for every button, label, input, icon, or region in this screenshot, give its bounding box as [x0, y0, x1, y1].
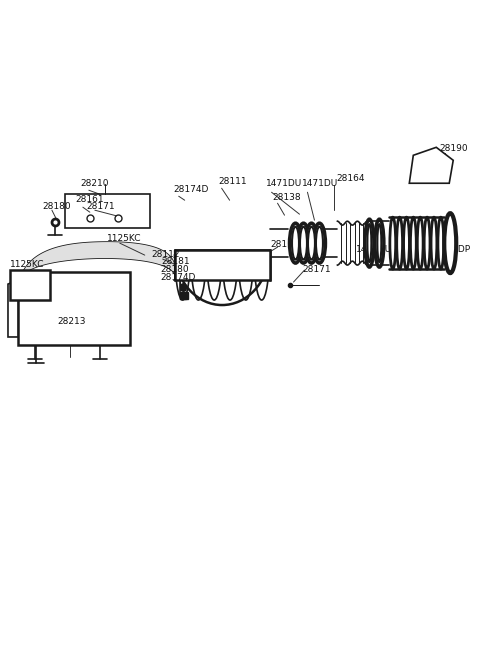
Text: 28174D: 28174D — [174, 185, 209, 194]
Text: 28213: 28213 — [57, 317, 85, 325]
Text: 28190: 28190 — [439, 144, 468, 153]
Text: 28138: 28138 — [273, 193, 301, 202]
Text: 1471DU: 1471DU — [356, 244, 393, 254]
Text: 28181: 28181 — [162, 257, 191, 265]
Ellipse shape — [367, 224, 372, 262]
Ellipse shape — [300, 227, 307, 260]
Ellipse shape — [298, 223, 310, 263]
Ellipse shape — [375, 219, 384, 267]
Ellipse shape — [377, 224, 381, 262]
Polygon shape — [8, 280, 18, 337]
Text: 28113: 28113 — [271, 240, 299, 248]
Ellipse shape — [308, 227, 315, 260]
Bar — [65, 194, 150, 228]
Polygon shape — [175, 250, 270, 280]
Text: 28111: 28111 — [218, 177, 247, 186]
Text: 28164: 28164 — [336, 173, 365, 183]
Text: 1125KC: 1125KC — [107, 234, 141, 242]
Ellipse shape — [410, 217, 416, 269]
Polygon shape — [18, 272, 130, 345]
Polygon shape — [23, 242, 175, 274]
Text: 1471DU: 1471DU — [265, 179, 302, 188]
Text: 1125KC: 1125KC — [10, 260, 45, 269]
Bar — [180, 292, 188, 299]
Text: 28180: 28180 — [161, 265, 189, 273]
Polygon shape — [409, 147, 453, 183]
Text: 28210: 28210 — [80, 179, 108, 188]
Ellipse shape — [444, 213, 456, 273]
Text: 28139: 28139 — [408, 230, 436, 238]
Ellipse shape — [289, 223, 301, 263]
Ellipse shape — [431, 217, 437, 269]
Ellipse shape — [417, 217, 423, 269]
Ellipse shape — [316, 227, 323, 260]
Ellipse shape — [424, 217, 430, 269]
Ellipse shape — [313, 223, 325, 263]
Text: 28171: 28171 — [87, 202, 116, 211]
Ellipse shape — [390, 217, 396, 269]
Text: 28171: 28171 — [302, 265, 331, 273]
Text: 1471DU: 1471DU — [301, 179, 338, 188]
Ellipse shape — [365, 219, 374, 267]
Text: 1471DP: 1471DP — [436, 244, 471, 254]
Text: 28161: 28161 — [75, 194, 104, 204]
Text: 28174D: 28174D — [161, 273, 196, 282]
Ellipse shape — [404, 217, 409, 269]
Text: 28180: 28180 — [42, 202, 71, 211]
Polygon shape — [10, 270, 50, 300]
Ellipse shape — [438, 217, 444, 269]
Text: 28112: 28112 — [152, 250, 180, 259]
Ellipse shape — [305, 223, 317, 263]
Ellipse shape — [292, 227, 299, 260]
Ellipse shape — [396, 217, 403, 269]
